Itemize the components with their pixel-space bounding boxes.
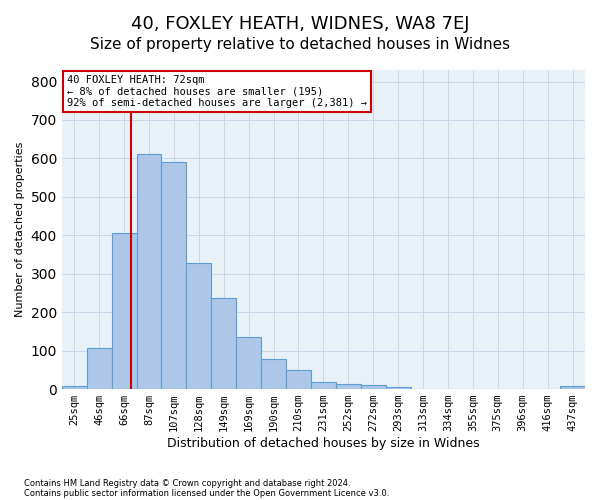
Bar xyxy=(261,360,286,389)
Bar xyxy=(236,337,261,389)
Bar xyxy=(211,298,236,389)
Text: Size of property relative to detached houses in Widnes: Size of property relative to detached ho… xyxy=(90,38,510,52)
Text: 40 FOXLEY HEATH: 72sqm
← 8% of detached houses are smaller (195)
92% of semi-det: 40 FOXLEY HEATH: 72sqm ← 8% of detached … xyxy=(67,75,367,108)
Bar xyxy=(87,348,112,389)
Bar xyxy=(336,384,361,389)
Bar xyxy=(386,387,410,389)
Bar xyxy=(62,386,87,389)
X-axis label: Distribution of detached houses by size in Widnes: Distribution of detached houses by size … xyxy=(167,437,480,450)
Bar xyxy=(286,370,311,389)
Bar xyxy=(161,162,187,389)
Bar xyxy=(137,154,161,389)
Text: 40, FOXLEY HEATH, WIDNES, WA8 7EJ: 40, FOXLEY HEATH, WIDNES, WA8 7EJ xyxy=(131,15,469,33)
Bar xyxy=(187,263,211,389)
Text: Contains public sector information licensed under the Open Government Licence v3: Contains public sector information licen… xyxy=(24,488,389,498)
Bar xyxy=(112,234,137,389)
Bar xyxy=(361,385,386,389)
Bar xyxy=(311,382,336,389)
Bar xyxy=(560,386,585,389)
Y-axis label: Number of detached properties: Number of detached properties xyxy=(15,142,25,317)
Text: Contains HM Land Registry data © Crown copyright and database right 2024.: Contains HM Land Registry data © Crown c… xyxy=(24,478,350,488)
